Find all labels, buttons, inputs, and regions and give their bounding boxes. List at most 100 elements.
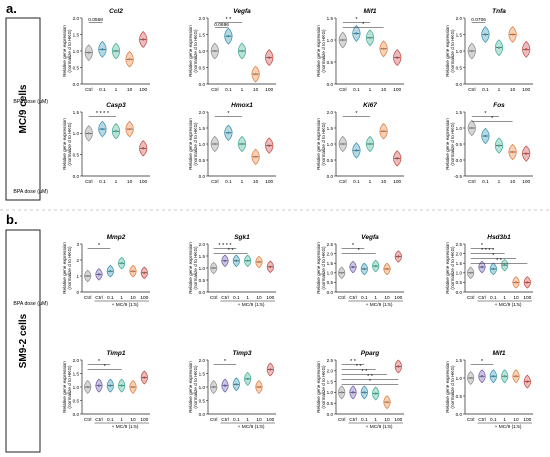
y-tick-label: 0.5 — [327, 158, 334, 163]
y-tick-label: 0.0 — [327, 412, 334, 417]
sig-label: 0.0706 — [471, 17, 486, 23]
data-point — [269, 368, 272, 371]
y-tick-label: 0.5 — [73, 398, 80, 403]
panel-title: Timp1 — [106, 350, 125, 357]
data-point — [120, 262, 123, 265]
data-point — [131, 385, 135, 389]
data-point — [514, 375, 518, 378]
sig-label: 0.0568 — [88, 17, 103, 23]
x-tick-label: Ctrl — [95, 295, 102, 301]
x-tick-label: 1 — [369, 87, 372, 93]
data-point — [351, 391, 355, 394]
y-tick-label: 1.0 — [199, 385, 206, 390]
panel-title: Timp3 — [232, 350, 251, 357]
data-point — [97, 384, 101, 387]
panel-title: Mif1 — [364, 8, 377, 15]
x-tick-label: Ctrl — [338, 417, 345, 423]
y-axis-label: Relative gene expression(normalize d to … — [316, 25, 326, 77]
data-point — [128, 58, 131, 61]
y-tick-label: 0.5 — [199, 398, 206, 403]
x-tick-label: 1 — [115, 179, 118, 185]
panel-title: Mmp2 — [107, 234, 126, 241]
x-tick-label: 10 — [130, 295, 136, 301]
section-b-box — [5, 229, 41, 453]
data-point — [120, 384, 123, 387]
y-tick-label: 1.5 — [73, 110, 80, 115]
x-tick-label: 10 — [130, 417, 136, 423]
y-tick-label: 1.0 — [327, 142, 334, 147]
data-point — [385, 401, 389, 404]
panel-title: Sgk1 — [234, 234, 250, 241]
y-tick-label: 0.0 — [456, 158, 463, 163]
x-tick-label: 100 — [266, 295, 274, 301]
mc9-label: + MC/9 (1:5) — [366, 302, 393, 308]
sig-label: * * * * — [96, 111, 110, 117]
sig-label: * — [358, 248, 361, 254]
y-tick-label: 2.5 — [327, 242, 334, 247]
x-tick-label: 100 — [265, 87, 273, 93]
y-tick-label: 2.0 — [199, 242, 206, 247]
y-tick-label: 1.5 — [199, 371, 206, 376]
y-tick-label: 0.5 — [73, 152, 80, 157]
data-point — [109, 270, 112, 273]
x-tick-label: Ctrl — [338, 295, 345, 301]
y-tick-label: 1.5 — [456, 32, 463, 37]
sig-label: * — [491, 116, 494, 122]
data-point — [340, 271, 343, 274]
y-tick-label: 0.5 — [73, 65, 80, 70]
x-tick-label: Ctrl — [221, 417, 228, 423]
x-tick-label: 100 — [522, 87, 530, 93]
data-point — [397, 365, 400, 368]
x-tick-label: 10 — [256, 295, 262, 301]
sig-label: * * — [225, 17, 232, 23]
data-point — [240, 142, 244, 146]
x-tick-label: Ctrl — [349, 417, 356, 423]
sig-label: * * — [350, 359, 357, 365]
y-tick-label: 1.5 — [199, 32, 206, 37]
x-tick-label: Ctrl — [478, 417, 485, 423]
data-point — [246, 377, 249, 380]
data-point — [227, 35, 230, 38]
data-point — [382, 130, 385, 133]
data-point — [503, 375, 506, 378]
x-tick-label: 1 — [241, 87, 244, 93]
y-axis-label: Relative gene expression(normalize d to … — [445, 361, 455, 413]
x-tick-label: 0.1 — [99, 87, 106, 93]
sig-label: * — [352, 243, 355, 249]
y-tick-label: 0.0 — [199, 412, 206, 417]
panel-title: Hsd3b1 — [487, 234, 511, 241]
sig-label: * * — [496, 258, 503, 264]
data-point — [212, 385, 215, 389]
y-tick-label: 0.0 — [199, 290, 206, 295]
x-tick-label: 1 — [374, 417, 377, 423]
x-tick-label: 0.1 — [353, 87, 360, 93]
data-point — [86, 274, 89, 278]
x-tick-label: 0.1 — [107, 295, 114, 301]
x-tick-label: 10 — [510, 179, 516, 185]
panel-title: Ki67 — [363, 102, 377, 109]
y-tick-label: 0.5 — [456, 65, 463, 70]
x-tick-label: 1 — [503, 295, 506, 301]
data-point — [497, 46, 501, 49]
x-tick-label: 10 — [384, 295, 390, 301]
y-tick-label: 0.5 — [199, 278, 206, 283]
x-tick-label: 1 — [120, 295, 123, 301]
data-point — [246, 259, 249, 262]
y-tick-label: 1.5 — [73, 371, 80, 376]
y-tick-label: 1.5 — [327, 16, 334, 21]
data-point — [382, 47, 385, 50]
panel-title: Pparg — [361, 350, 379, 357]
data-point — [212, 266, 215, 270]
sig-label: * * — [361, 369, 368, 375]
y-tick-label: 0.5 — [199, 158, 206, 163]
x-tick-label: 10 — [381, 179, 387, 185]
x-tick-label: 1 — [503, 417, 506, 423]
y-axis-label: Relative gene expression(normalize d to … — [188, 118, 198, 170]
